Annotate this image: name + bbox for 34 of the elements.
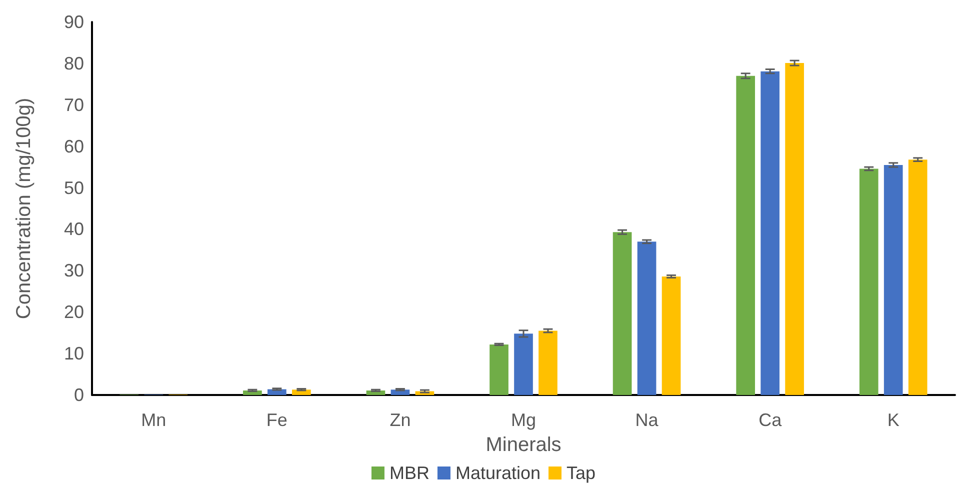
y-tick-label: 80: [64, 53, 84, 74]
x-tick-label: K: [887, 410, 900, 430]
y-tick-label: 40: [64, 219, 84, 240]
x-tick-label: Fe: [266, 410, 288, 430]
y-tick-label: 10: [64, 344, 84, 364]
y-tick-label: 30: [64, 260, 84, 281]
legend-label: Maturation: [455, 463, 541, 483]
y-tick-label: 60: [64, 136, 84, 156]
bar: [662, 276, 681, 395]
bar: [859, 168, 878, 395]
bar: [884, 164, 903, 395]
y-tick-label: 0: [74, 385, 84, 405]
x-tick-label: Mg: [510, 410, 536, 430]
legend-label: Tap: [566, 463, 596, 483]
y-axis-title: Concentration (mg/100g): [13, 98, 35, 320]
bar: [637, 242, 656, 395]
x-tick-label: Zn: [390, 410, 411, 430]
bar: [612, 232, 632, 395]
bar: [785, 63, 804, 395]
x-tick-label: Na: [635, 410, 660, 430]
legend-label: MBR: [389, 463, 430, 483]
bar: [760, 71, 780, 395]
x-tick-label: Mn: [141, 410, 166, 430]
y-tick-label: 20: [64, 302, 84, 322]
bar: [514, 334, 533, 395]
y-tick-label: 70: [64, 94, 84, 115]
bar: [490, 344, 508, 395]
x-axis-title: Minerals: [486, 434, 562, 456]
bar: [736, 76, 756, 395]
bar: [908, 160, 928, 395]
bar: [538, 330, 558, 395]
y-tick-label: 90: [64, 12, 84, 32]
y-tick-label: 50: [64, 178, 84, 198]
x-tick-label: Ca: [758, 410, 783, 430]
